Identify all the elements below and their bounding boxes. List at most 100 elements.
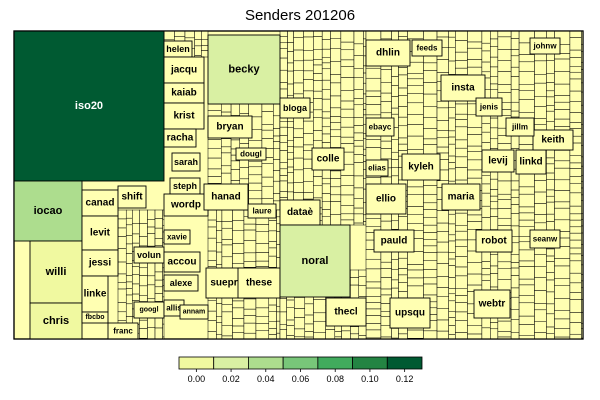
tile-sarah	[171, 152, 201, 172]
small-tile	[365, 218, 382, 228]
small-tile	[546, 279, 555, 293]
small-tile	[380, 261, 392, 269]
small-tile	[273, 193, 280, 202]
small-tile	[273, 128, 280, 137]
small-tile	[353, 104, 364, 118]
small-tile	[321, 111, 331, 119]
small-tile	[286, 299, 295, 308]
small-tile	[365, 139, 382, 148]
small-tile	[380, 140, 392, 149]
small-tile	[255, 260, 270, 267]
small-tile	[139, 209, 148, 224]
tile-keith	[532, 129, 574, 151]
small-tile	[510, 204, 520, 214]
small-tile	[273, 159, 280, 171]
small-tile	[365, 315, 382, 324]
small-tile	[569, 101, 582, 113]
chart-title: Senders 201206	[244, 7, 356, 24]
small-tile	[255, 298, 270, 309]
tile-label-noral: noral	[302, 255, 329, 267]
tile-webtr	[473, 289, 511, 319]
small-tile	[154, 209, 163, 219]
small-tile	[276, 320, 281, 334]
small-tile	[546, 326, 555, 334]
small-tile	[221, 311, 233, 326]
small-tile	[534, 203, 547, 215]
small-tile	[330, 107, 342, 117]
small-tile	[448, 288, 456, 295]
small-tile	[293, 182, 304, 193]
small-tile	[232, 332, 245, 340]
small-tile	[518, 173, 535, 188]
small-tile	[423, 217, 438, 226]
small-tile	[330, 214, 342, 226]
small-tile	[510, 197, 520, 205]
small-tile	[518, 302, 535, 317]
small-tile	[279, 88, 288, 99]
small-tile	[293, 137, 304, 148]
small-tile	[554, 310, 571, 320]
small-tile	[569, 112, 582, 123]
small-tile	[467, 151, 483, 161]
small-tile	[321, 142, 331, 149]
small-tile	[455, 288, 468, 296]
small-tile	[304, 323, 314, 332]
small-tile	[497, 193, 512, 200]
small-tile	[490, 127, 499, 140]
tile-annam	[179, 304, 209, 320]
small-tile	[303, 133, 314, 146]
small-tile	[230, 160, 240, 170]
small-tile	[294, 297, 306, 309]
small-tile	[363, 109, 367, 116]
small-tile	[554, 160, 571, 169]
tile-label-jillm: jillm	[511, 123, 528, 132]
small-tile	[201, 30, 209, 40]
small-tile	[365, 287, 382, 297]
small-tile	[569, 66, 582, 73]
small-tile	[423, 70, 438, 83]
small-tile	[321, 30, 331, 40]
small-tile	[363, 214, 367, 222]
small-tile	[518, 84, 535, 91]
small-tile	[194, 39, 202, 47]
tile-becky	[207, 34, 281, 105]
small-tile	[147, 262, 156, 277]
small-tile	[304, 314, 314, 325]
tile-label-alexe: alexe	[170, 278, 193, 288]
tile-label-iocao: iocao	[34, 205, 63, 217]
small-tile	[423, 194, 438, 204]
small-tile	[276, 306, 281, 313]
small-tile	[273, 180, 280, 194]
small-tile	[554, 298, 571, 311]
tile-dougl	[235, 147, 267, 161]
small-tile	[330, 194, 342, 202]
tile-seanw	[529, 229, 561, 249]
small-tile	[216, 209, 223, 222]
small-tile	[436, 330, 449, 340]
small-tile	[221, 146, 232, 154]
small-tile	[279, 298, 287, 313]
small-tile	[216, 242, 223, 253]
small-tile	[340, 117, 355, 128]
small-tile	[546, 195, 555, 203]
small-tile	[534, 332, 547, 340]
small-tile	[407, 135, 424, 150]
small-tile	[340, 100, 355, 110]
small-tile	[569, 49, 582, 58]
small-tile	[423, 245, 438, 253]
small-tile	[490, 76, 499, 85]
small-tile	[423, 252, 438, 261]
tile-label-xavie: xavie	[167, 233, 188, 242]
small-tile	[340, 213, 355, 221]
small-tile	[303, 181, 314, 193]
small-tile	[365, 147, 382, 161]
small-tile	[407, 269, 424, 279]
small-tile	[546, 248, 555, 257]
small-tile	[147, 327, 156, 340]
small-tile	[455, 103, 468, 115]
small-tile	[279, 311, 287, 325]
small-tile	[243, 298, 257, 310]
small-tile	[286, 319, 295, 326]
small-tile	[391, 328, 399, 339]
small-tile	[268, 321, 277, 329]
